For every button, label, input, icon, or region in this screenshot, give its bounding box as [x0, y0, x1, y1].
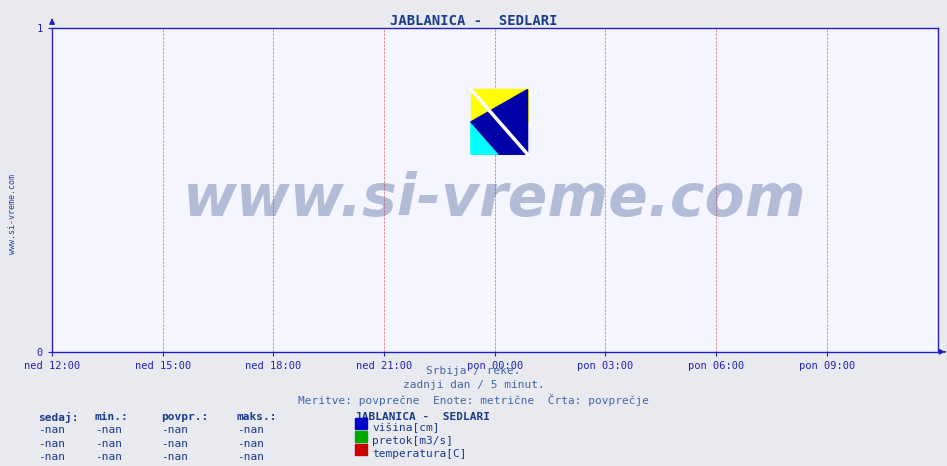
- Text: Srbija / reke.: Srbija / reke.: [426, 366, 521, 376]
- Polygon shape: [471, 89, 527, 154]
- Text: -nan: -nan: [161, 452, 188, 461]
- Text: -nan: -nan: [38, 425, 65, 435]
- Text: višina[cm]: višina[cm]: [372, 423, 439, 433]
- Text: -nan: -nan: [38, 439, 65, 448]
- Text: JABLANICA -  SEDLARI: JABLANICA - SEDLARI: [355, 412, 491, 422]
- Text: temperatura[C]: temperatura[C]: [372, 449, 467, 459]
- Text: min.:: min.:: [95, 412, 129, 422]
- Text: www.si-vreme.com: www.si-vreme.com: [8, 174, 17, 254]
- Text: pretok[m3/s]: pretok[m3/s]: [372, 436, 454, 446]
- Text: sedaj:: sedaj:: [38, 412, 79, 424]
- Text: -nan: -nan: [237, 439, 264, 448]
- Text: www.si-vreme.com: www.si-vreme.com: [183, 171, 807, 228]
- Text: povpr.:: povpr.:: [161, 412, 208, 422]
- Text: -nan: -nan: [161, 425, 188, 435]
- Polygon shape: [471, 89, 527, 122]
- Text: -nan: -nan: [237, 425, 264, 435]
- Text: -nan: -nan: [237, 452, 264, 461]
- Text: -nan: -nan: [95, 425, 122, 435]
- Text: -nan: -nan: [95, 452, 122, 461]
- Text: Meritve: povprečne  Enote: metrične  Črta: povprečje: Meritve: povprečne Enote: metrične Črta:…: [298, 394, 649, 406]
- Text: -nan: -nan: [38, 452, 65, 461]
- Text: maks.:: maks.:: [237, 412, 277, 422]
- Text: zadnji dan / 5 minut.: zadnji dan / 5 minut.: [402, 380, 545, 390]
- Polygon shape: [471, 122, 499, 154]
- Text: JABLANICA -  SEDLARI: JABLANICA - SEDLARI: [390, 14, 557, 28]
- Text: -nan: -nan: [95, 439, 122, 448]
- Text: -nan: -nan: [161, 439, 188, 448]
